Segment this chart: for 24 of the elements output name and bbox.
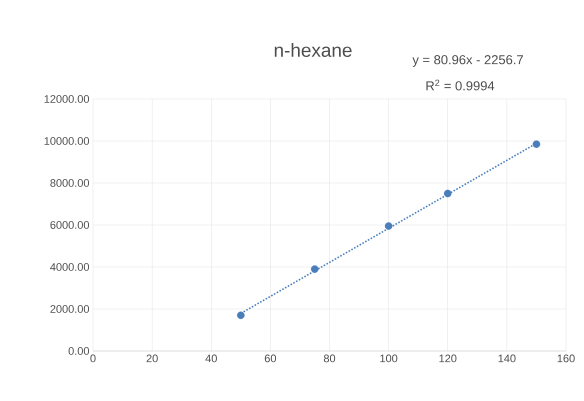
point [444,190,452,198]
x-tick-label: 40 [205,354,217,362]
y-tick-label: 6000.00 [50,221,90,229]
y-tick-label: 12000.00 [44,95,90,103]
x-tick-label: 80 [324,354,336,362]
x-tick-label: 60 [264,354,276,362]
text: R$^{2}$ = 0.9994 [426,80,494,90]
y-tick-label: 4000.00 [50,263,90,271]
x-tick-label: 140 [498,354,516,362]
y-tick-label: 10000.00 [44,137,90,145]
point [384,222,392,230]
x-tick-label: 160 [558,354,575,362]
text: y = 80.96x - 2256.7 [412,55,523,67]
x-tick-label: 120 [439,354,456,362]
x-tick-label: 20 [146,354,158,362]
y-tick-label: 8000.00 [50,179,90,187]
y-tick-label: 2000.00 [50,305,90,313]
x-tick-label: 0 [90,354,96,362]
y-tick-label: 0.00 [68,347,90,355]
chart-title: n-hexane [274,43,352,57]
point [532,140,540,148]
x-tick-label: 100 [380,354,398,362]
point [310,265,319,273]
point [237,312,245,320]
